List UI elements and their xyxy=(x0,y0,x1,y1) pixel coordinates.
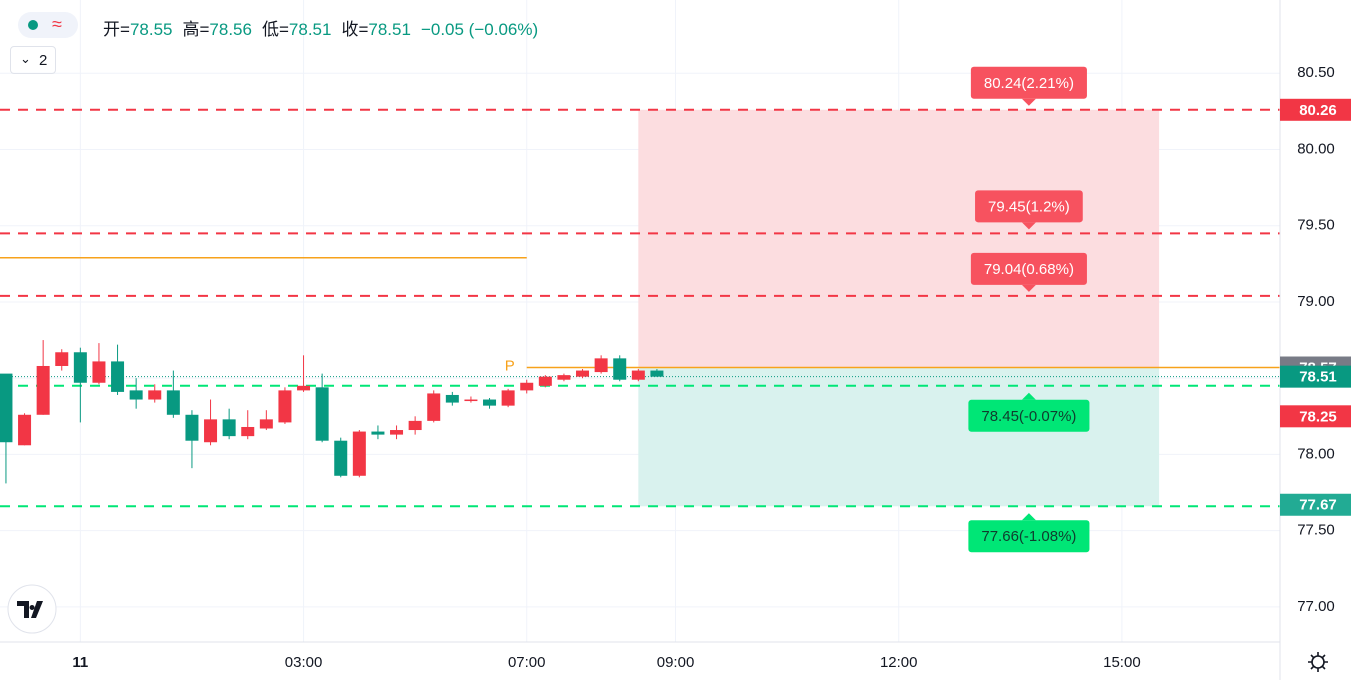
candle-body xyxy=(111,361,125,392)
x-tick-label: 12:00 xyxy=(880,654,918,671)
candle-body xyxy=(650,370,664,377)
candle-body xyxy=(427,393,441,421)
candle-body xyxy=(36,365,50,415)
candle-body xyxy=(73,352,87,383)
candle-body xyxy=(594,358,608,373)
price-label: 77.67 xyxy=(1299,497,1337,514)
price-label: 80.26 xyxy=(1299,102,1337,119)
change: −0.05 (−0.06%) xyxy=(420,20,539,39)
x-tick-label: 09:00 xyxy=(657,654,695,671)
price-label-box xyxy=(1280,365,1351,388)
y-tick-label: 77.00 xyxy=(1297,598,1335,615)
indicator-count: 2 xyxy=(39,52,48,69)
candle-body xyxy=(334,440,348,476)
indicator-toggle[interactable]: ⌄ 2 xyxy=(10,46,56,74)
candle-body xyxy=(464,399,478,402)
profit-zone xyxy=(638,109,1160,368)
candle-body xyxy=(278,390,292,423)
ohlc-label: 开= xyxy=(103,20,130,39)
candle-body xyxy=(18,414,32,446)
ohlc-label: 低= xyxy=(261,20,289,39)
callout-text: 77.66(-1.08%) xyxy=(981,528,1076,545)
candle-body xyxy=(483,399,497,406)
x-tick-label: 15:00 xyxy=(1103,654,1141,671)
candle-body xyxy=(371,431,385,435)
x-tick-label: 03:00 xyxy=(285,654,323,671)
candle-body xyxy=(297,385,311,391)
candle-body xyxy=(520,382,534,391)
candle-body xyxy=(148,390,162,400)
candle-body xyxy=(185,414,199,441)
ohlc-value: 78.51 xyxy=(288,20,332,39)
y-tick-label: 80.00 xyxy=(1297,140,1335,157)
y-tick-label: 80.50 xyxy=(1297,64,1335,81)
callout-text: 80.24(2.21%) xyxy=(984,75,1074,92)
price-label-box xyxy=(1280,493,1351,516)
candle-body xyxy=(576,370,590,377)
plot xyxy=(0,0,1280,642)
price-label-box xyxy=(1280,98,1351,121)
settings-icon[interactable] xyxy=(1308,652,1328,672)
ohlc-value: 78.56 xyxy=(209,20,252,39)
callout-box xyxy=(970,252,1087,285)
callout-box xyxy=(970,66,1087,99)
candle-body xyxy=(0,373,13,443)
callout-text: 78.45(-0.07%) xyxy=(981,408,1076,425)
price-label: 78.51 xyxy=(1299,369,1337,386)
y-tick-label: 78.00 xyxy=(1297,445,1335,462)
callout-box xyxy=(968,399,1090,432)
candle-body xyxy=(204,419,218,443)
callout-box xyxy=(975,190,1083,223)
price-label-box xyxy=(1280,405,1351,428)
ohlc-label: 高= xyxy=(182,20,210,39)
candle-body xyxy=(222,419,236,437)
candle-body xyxy=(166,390,180,415)
candle-body xyxy=(445,394,459,403)
candle-body xyxy=(55,352,69,366)
candle-body xyxy=(352,431,366,476)
candle-body xyxy=(557,375,571,380)
callout-pointer xyxy=(1021,392,1036,400)
loss-zone xyxy=(638,367,1160,507)
candle-body xyxy=(613,358,627,380)
candle-body xyxy=(241,426,255,437)
ohlc-value: 78.55 xyxy=(129,20,173,39)
candle-body xyxy=(315,387,329,441)
callout-pointer xyxy=(1021,284,1036,292)
level-callout: 79.04(0.68%) xyxy=(970,252,1087,292)
ohlc-value: 78.51 xyxy=(368,20,411,39)
y-tick-label: 77.50 xyxy=(1297,522,1335,539)
candle-body xyxy=(501,390,515,406)
candle-body xyxy=(631,370,645,380)
ohlc-label: 收= xyxy=(341,20,369,39)
level-callout: 77.66(-1.08%) xyxy=(968,513,1090,553)
callout-pointer xyxy=(1021,98,1036,106)
level-callout: 79.45(1.2%) xyxy=(975,190,1083,230)
candle-body xyxy=(538,376,552,386)
callout-pointer xyxy=(1021,513,1036,521)
tv-logo xyxy=(7,584,57,634)
symbol-status[interactable]: ≈ xyxy=(18,12,78,38)
price-label: 78.25 xyxy=(1299,408,1337,425)
y-tick-label: 79.50 xyxy=(1297,217,1335,234)
candle-body xyxy=(390,430,404,435)
ohlc-header: 开=78.55 高=78.56 低=78.51 收=78.51 −0.05 (−0.06… xyxy=(103,15,548,40)
level-callout: 80.24(2.21%) xyxy=(970,66,1087,106)
candle-body xyxy=(92,361,106,383)
callout-pointer xyxy=(1021,222,1036,230)
candle-body xyxy=(129,390,143,400)
callout-text: 79.45(1.2%) xyxy=(988,198,1070,215)
candle-body xyxy=(408,420,422,431)
pivot-label: P xyxy=(505,357,515,374)
y-tick-label: 79.00 xyxy=(1297,293,1335,310)
x-tick-label: 07:00 xyxy=(508,654,546,671)
callout-box xyxy=(968,520,1090,553)
callout-text: 79.04(0.68%) xyxy=(984,261,1074,278)
candle-body xyxy=(259,419,273,429)
x-tick-label: 11 xyxy=(72,654,88,671)
level-callout: 78.45(-0.07%) xyxy=(968,392,1090,432)
